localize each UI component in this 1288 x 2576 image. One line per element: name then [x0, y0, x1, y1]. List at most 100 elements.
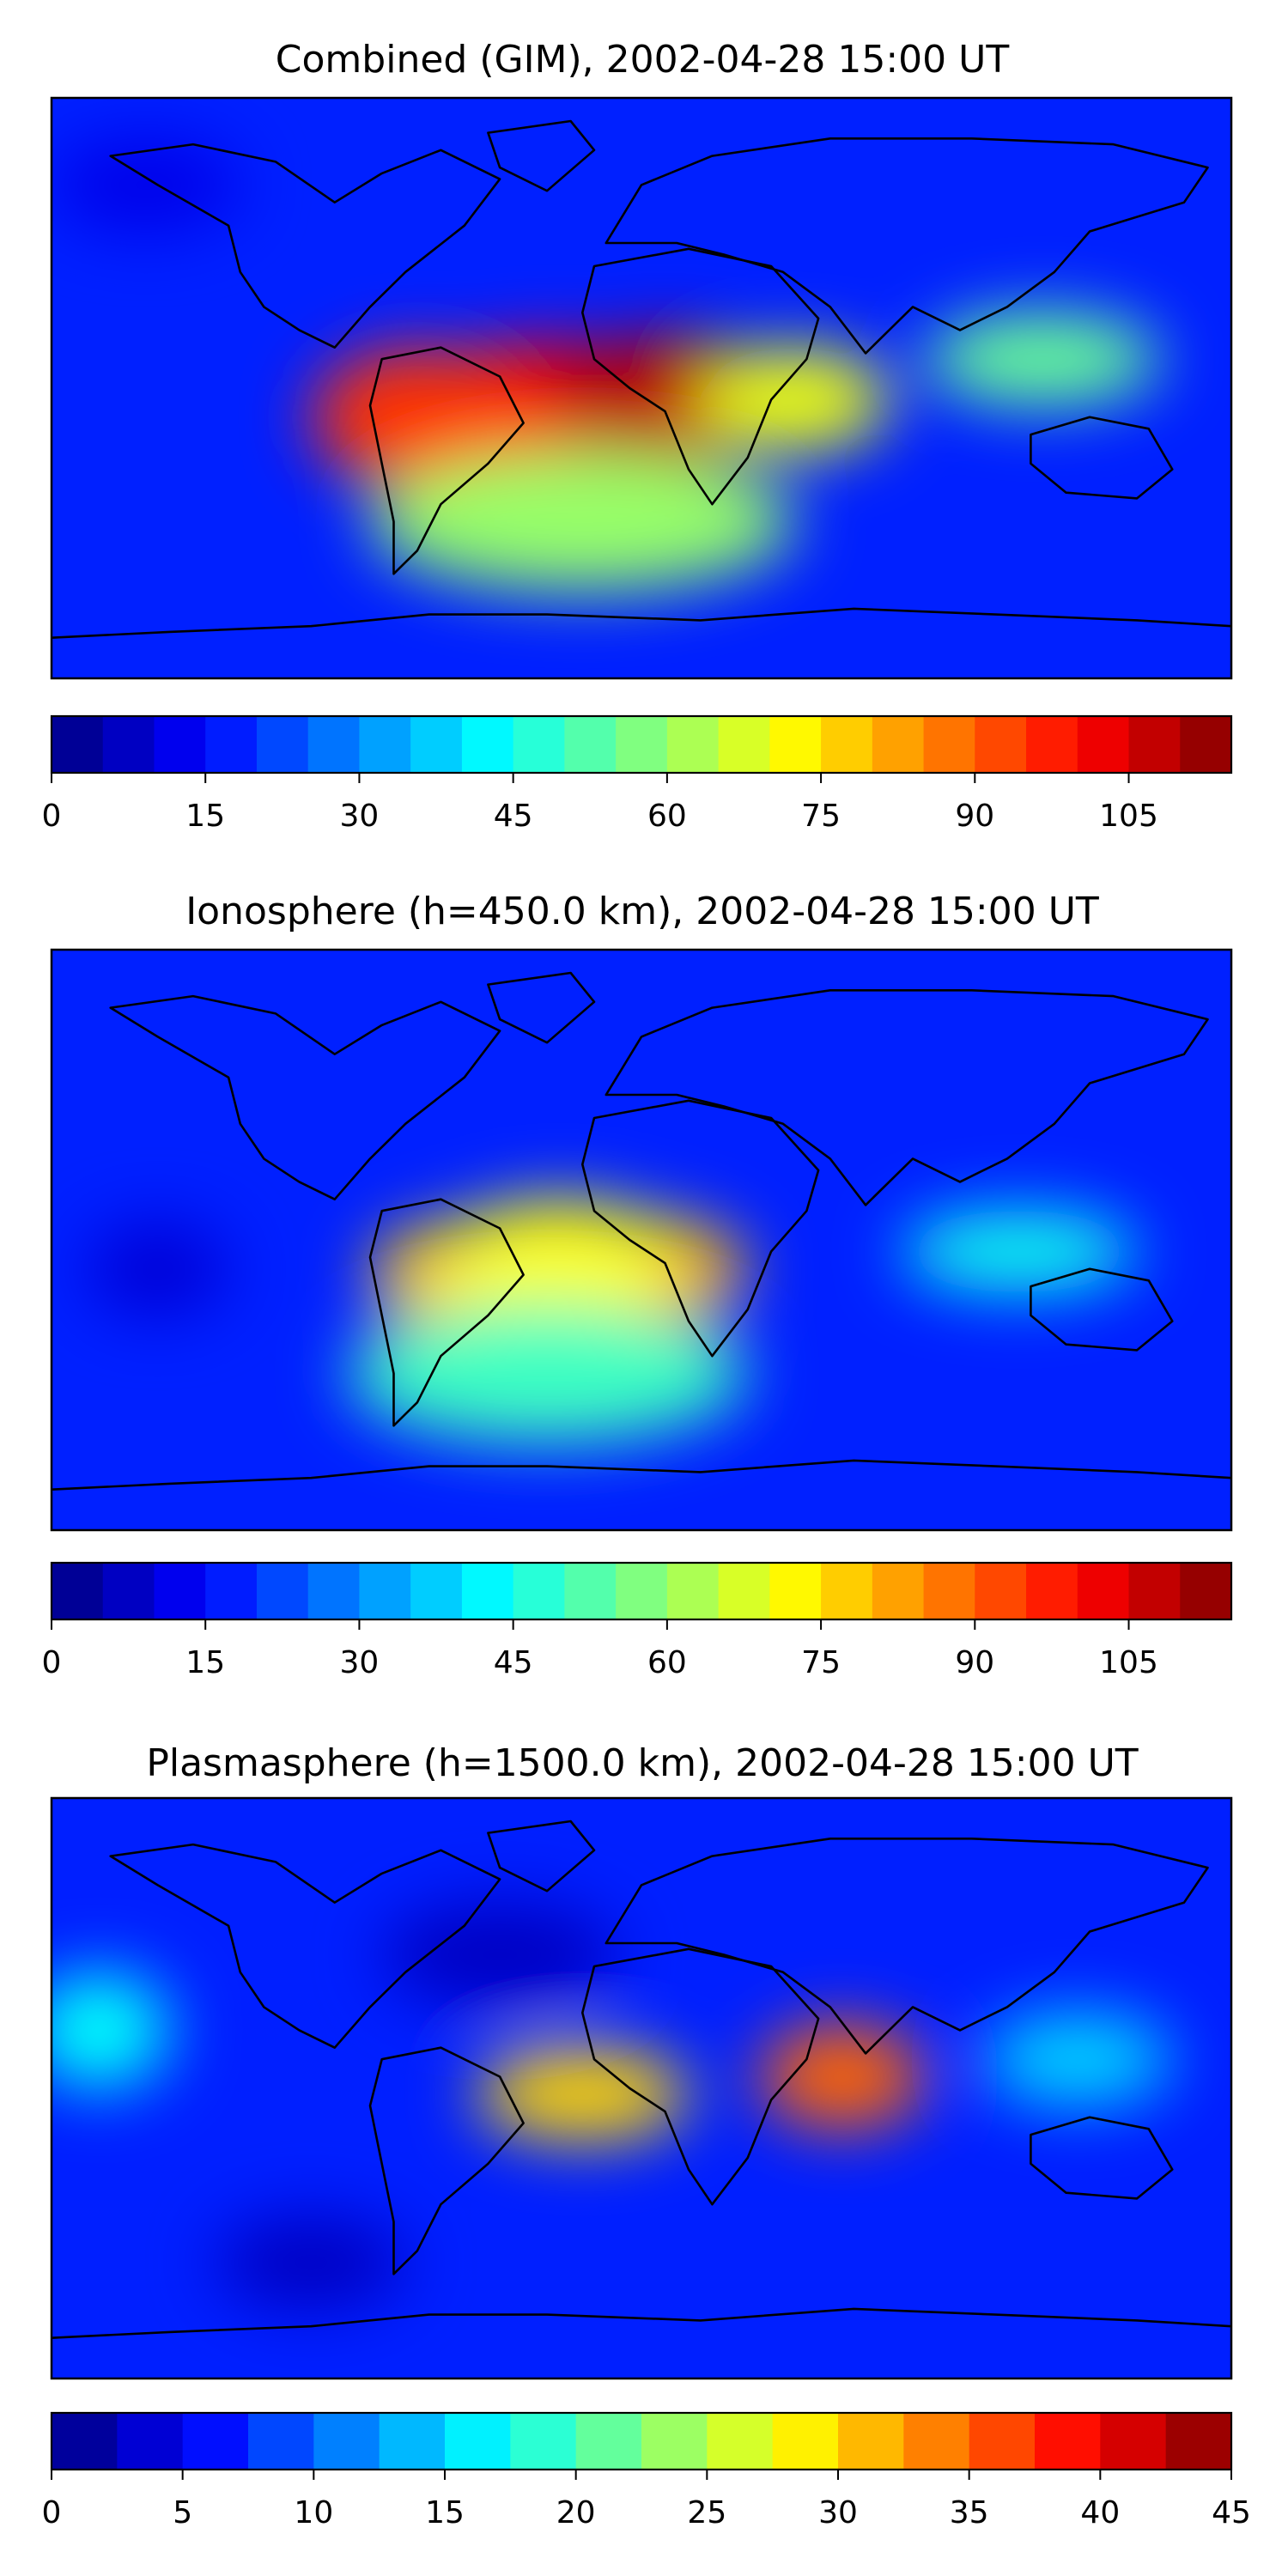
coastlines: [52, 971, 1231, 1491]
colorbar-tick-label: 90: [955, 1645, 994, 1680]
coastline: [1030, 2116, 1174, 2200]
panel-ionosphere: Ionosphere (h=450.0 km), 2002-04-28 15:0…: [42, 890, 1233, 1680]
colorbar-tick-label: 60: [647, 799, 687, 834]
colorbar-segment: [1077, 716, 1130, 773]
colorbar-segment: [718, 1563, 770, 1619]
colorbar-tick-label: 105: [1099, 799, 1158, 834]
colorbar-segment: [205, 716, 258, 773]
panel-title-plasmasphere: Plasmasphere (h=1500.0 km), 2002-04-28 1…: [146, 1741, 1138, 1785]
colorbar-segment: [1035, 2413, 1101, 2470]
colorbar-tick-label: 0: [42, 799, 62, 834]
colorbar-segment: [1026, 716, 1078, 773]
colorbar-tick-label: 40: [1080, 2495, 1120, 2530]
colorbar-segment: [718, 716, 770, 773]
coastline: [605, 989, 1209, 1206]
colorbar-segment: [52, 716, 104, 773]
colorbar-segment: [410, 1563, 463, 1619]
colorbar-segment: [102, 1563, 155, 1619]
colorbar-segment: [772, 2413, 839, 2470]
map-ionosphere: [50, 948, 1233, 1532]
colorbar-segment: [117, 2413, 184, 2470]
coastline: [52, 1459, 1231, 1491]
colorbar-segment: [1180, 1563, 1232, 1619]
colorbar-tick-label: 15: [425, 2495, 465, 2530]
field-hotspot: [369, 452, 795, 592]
colorbar-frame: [50, 714, 1233, 775]
field-hotspot: [311, 347, 524, 487]
colorbar-segment: [666, 716, 720, 773]
colorbar-tick-label: 45: [494, 799, 533, 834]
colorbar-segment: [616, 1563, 668, 1619]
coastline: [487, 1820, 596, 1893]
colorbar-segment: [821, 1563, 873, 1619]
colorbar-tick-label: 75: [801, 799, 841, 834]
colorbar-segment: [307, 1563, 361, 1619]
colorbar-segment: [52, 1563, 104, 1619]
colorbar-segment: [461, 1563, 514, 1619]
panel-combined: Combined (GIM), 2002-04-28 15:00 UT 0 15 3…: [42, 38, 1233, 834]
colorbar-segment: [445, 2413, 511, 2470]
colorbar-segment: [248, 2413, 314, 2470]
colorbar-segment: [256, 716, 309, 773]
colorbar-segment: [969, 2413, 1036, 2470]
colorbar-tick-label: 0: [42, 1645, 62, 1680]
map-frame: [50, 96, 1233, 680]
coastline: [581, 1099, 820, 1358]
coastline: [1030, 1267, 1174, 1352]
colorbar-segment: [102, 716, 155, 773]
colorbar-tick-label: 20: [556, 2495, 596, 2530]
coastline: [52, 607, 1231, 639]
colorbar-segment: [256, 1563, 309, 1619]
colorbar-segment: [461, 716, 514, 773]
colorbar-segment: [903, 2413, 970, 2470]
colorbar-ionosphere: 0 15 30 45 60 75 90 105: [42, 1561, 1233, 1680]
colorbar-tick-label: 35: [950, 2495, 989, 2530]
coastline: [52, 2307, 1231, 2339]
field-hotspot: [983, 2013, 1173, 2106]
field-hotspot: [52, 1971, 170, 2088]
coastline: [109, 994, 501, 1200]
colorbar-combined: 0 15 30 45 60 75 90 105: [42, 714, 1233, 834]
colorbar-segment: [313, 2413, 380, 2470]
colorbar-tick-label: 75: [801, 1645, 841, 1680]
colorbar-segment: [564, 716, 617, 773]
field-hotspot: [924, 313, 1161, 406]
colorbar-segment: [510, 2413, 577, 2470]
coastlines: [52, 119, 1231, 639]
colorbar-tick-label: 15: [185, 799, 225, 834]
tec-field: [52, 1798, 1231, 2379]
coastline: [605, 1838, 1209, 2055]
colorbar-segment: [52, 2413, 118, 2470]
panel-title-combined: Combined (GIM), 2002-04-28 15:00 UT: [276, 38, 1010, 82]
colorbar-frame: [50, 1561, 1233, 1621]
field-hotspot: [901, 1211, 1138, 1292]
colorbar-segment: [769, 1563, 822, 1619]
tec-field: [52, 950, 1231, 1530]
colorbar-segment: [379, 2413, 446, 2470]
colorbar-tick-label: 30: [340, 799, 380, 834]
field-hotspot: [476, 2047, 689, 2141]
field-hotspot: [381, 1902, 618, 2008]
colorbar-tick-label: 15: [185, 1645, 225, 1680]
coastline: [368, 1198, 525, 1427]
colorbar-tick-label: 0: [42, 2495, 62, 2530]
map-plasmasphere: [50, 1796, 1233, 2380]
coastlines: [52, 1820, 1231, 2339]
coastline: [487, 971, 596, 1044]
colorbar-segment: [769, 716, 822, 773]
colorbar-segment: [1180, 716, 1232, 773]
colorbar-segment: [1128, 1563, 1181, 1619]
colorbar-tick-label: 30: [340, 1645, 380, 1680]
panel-title-ionosphere: Ionosphere (h=450.0 km), 2002-04-28 15:0…: [185, 890, 1099, 933]
field-hotspot: [216, 2215, 406, 2309]
coastline: [368, 2046, 525, 2275]
colorbar-segment: [641, 2413, 708, 2470]
field-hotspot: [52, 138, 240, 232]
colorbar-tick-label: 60: [647, 1645, 687, 1680]
colorbar-segment: [666, 1563, 720, 1619]
colorbar-segment: [564, 1563, 617, 1619]
map-frame: [50, 1796, 1233, 2380]
colorbar-segment: [616, 716, 668, 773]
colorbar-frame: [50, 2411, 1233, 2471]
